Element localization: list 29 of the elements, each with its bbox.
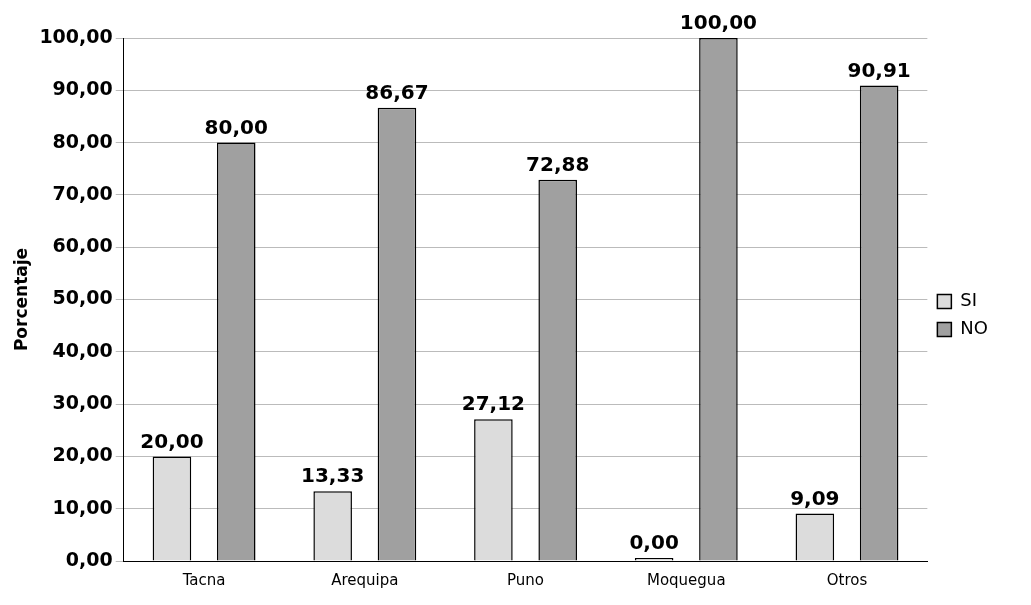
y-tick-label: 80,00 [52,129,113,152]
data-label: 80,00 [204,114,268,139]
legend-label: NO [960,317,989,339]
data-label: 0,00 [629,530,679,555]
x-tick-label: Puno [507,570,545,589]
data-label: 100,00 [679,10,758,35]
data-label: 27,12 [461,391,526,416]
x-tick-label: Otros [826,570,868,589]
y-tick-label: 20,00 [52,443,113,466]
y-tick-label: 90,00 [52,77,113,100]
data-label: 72,88 [526,152,590,177]
data-label: 9,09 [790,485,840,510]
y-tick-label: 70,00 [52,181,113,204]
y-tick-label: 10,00 [52,495,113,518]
y-tick-label: 30,00 [52,391,113,414]
x-tick-label: Arequipa [331,570,399,589]
x-tick-label: Tacna [181,570,226,589]
y-axis-title: Porcentaje [10,247,31,352]
y-tick-label: 40,00 [52,338,113,361]
data-label: 13,33 [301,463,365,488]
legend-label: SI [960,289,978,311]
data-label: 86,67 [365,79,429,104]
y-tick-label: 100,00 [39,24,113,47]
y-tick-label: 60,00 [52,234,113,257]
y-tick-label: 0,00 [65,547,113,570]
y-tick-label: 50,00 [52,286,113,309]
data-label: 90,91 [847,57,911,82]
data-label: 20,00 [140,428,204,453]
x-tick-label: Moquegua [646,570,726,589]
